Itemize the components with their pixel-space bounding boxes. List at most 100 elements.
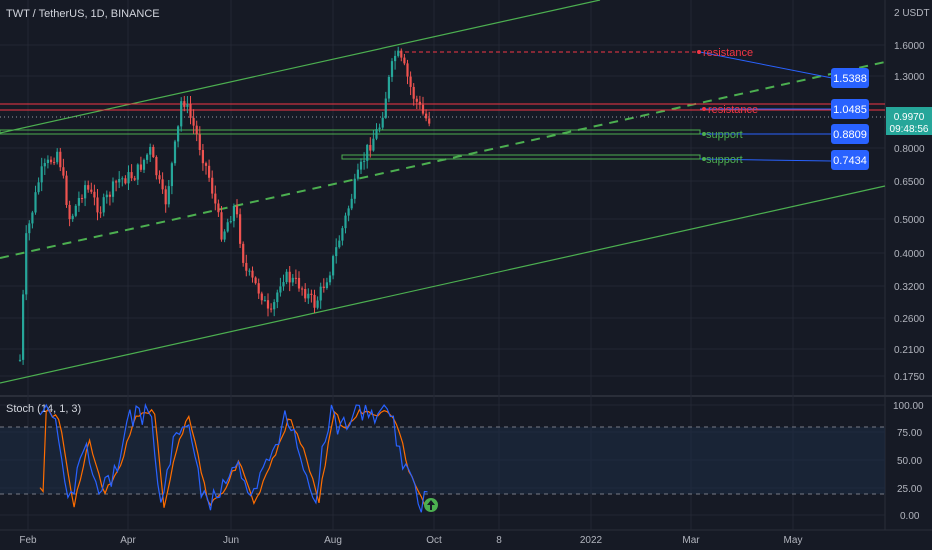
candle-body bbox=[328, 275, 332, 283]
candle-body bbox=[74, 205, 77, 216]
candle-body bbox=[93, 191, 96, 198]
tag-support-1: 0.8809 bbox=[833, 129, 867, 141]
resistance-label-1: resistance bbox=[703, 47, 753, 59]
candle-body bbox=[291, 277, 294, 283]
candle-body bbox=[65, 175, 68, 205]
candle-body bbox=[130, 172, 133, 179]
candle-body bbox=[161, 179, 164, 190]
svg-text:0.2600: 0.2600 bbox=[894, 314, 925, 325]
candle-body bbox=[384, 98, 387, 118]
currency-label: 2 USDT bbox=[894, 8, 930, 19]
symbol-header: TWT / TetherUS, 1D, BINANCE bbox=[6, 8, 160, 20]
candle-body bbox=[409, 76, 412, 87]
candle-body bbox=[415, 98, 418, 102]
svg-text:0.1750: 0.1750 bbox=[894, 372, 925, 383]
candle-body bbox=[239, 214, 242, 244]
tag-support-2: 0.7434 bbox=[833, 155, 867, 167]
tag-resistance-1: 1.5388 bbox=[833, 73, 867, 85]
candlestick-series[interactable] bbox=[18, 46, 431, 365]
candle-body bbox=[53, 162, 56, 164]
candle-body bbox=[279, 286, 282, 293]
candle-body bbox=[251, 270, 254, 278]
channel-upper-line[interactable] bbox=[0, 0, 601, 134]
candle-body bbox=[359, 161, 363, 170]
svg-text:0.00: 0.00 bbox=[900, 511, 920, 522]
candle-body bbox=[273, 302, 276, 310]
svg-text:25.00: 25.00 bbox=[897, 484, 922, 495]
candle-body bbox=[276, 292, 279, 303]
svg-text:0.9970: 0.9970 bbox=[894, 112, 925, 123]
svg-text:100.00: 100.00 bbox=[893, 401, 924, 412]
svg-text:Oct: Oct bbox=[426, 535, 442, 546]
candle-body bbox=[341, 228, 344, 241]
svg-text:2022: 2022 bbox=[580, 535, 603, 546]
support-zone-lower[interactable] bbox=[341, 154, 701, 160]
candle-body bbox=[369, 144, 372, 151]
candle-body bbox=[28, 223, 31, 234]
candle-body bbox=[108, 194, 111, 197]
candle-body bbox=[217, 203, 220, 213]
candle-body bbox=[121, 178, 124, 180]
candle-body bbox=[226, 222, 229, 232]
candle-body bbox=[378, 127, 381, 130]
up-arrow-circle-icon bbox=[424, 498, 438, 512]
candle-body bbox=[167, 186, 170, 205]
candle-body bbox=[173, 141, 177, 164]
candle-body bbox=[307, 293, 310, 299]
candle-body bbox=[102, 197, 105, 213]
candle-body bbox=[208, 165, 211, 178]
support-label-1: support bbox=[706, 129, 743, 141]
candle-body bbox=[84, 185, 87, 199]
svg-text:50.00: 50.00 bbox=[897, 456, 922, 467]
channel-midline[interactable] bbox=[0, 61, 886, 259]
candle-body bbox=[294, 277, 297, 279]
candle-body bbox=[229, 221, 232, 223]
candle-body bbox=[248, 270, 251, 272]
svg-text:0.6500: 0.6500 bbox=[894, 177, 925, 188]
candle-body bbox=[155, 157, 158, 176]
price-axis[interactable]: 2 USDT 1.6000 1.3000 0.8000 0.6500 0.500… bbox=[894, 8, 930, 383]
candle-body bbox=[68, 204, 71, 220]
candle-body bbox=[313, 294, 316, 308]
candle-body bbox=[406, 63, 409, 77]
candle-body bbox=[43, 163, 46, 167]
support-zone-upper[interactable] bbox=[0, 129, 701, 135]
channel-lower-line[interactable] bbox=[0, 185, 886, 384]
svg-text:Mar: Mar bbox=[682, 535, 700, 546]
candle-body bbox=[235, 205, 239, 215]
candle-body bbox=[394, 55, 397, 62]
candle-body bbox=[356, 169, 359, 179]
candle-body bbox=[71, 215, 74, 220]
candle-body bbox=[353, 178, 356, 199]
level-label-group: resistance resistance support support bbox=[697, 47, 758, 166]
candle-body bbox=[37, 182, 40, 193]
support-label-2: support bbox=[706, 154, 743, 166]
candle-body bbox=[133, 178, 136, 180]
resistance-label-2: resistance bbox=[708, 104, 758, 116]
candle-body bbox=[381, 117, 384, 128]
candle-body bbox=[428, 118, 431, 124]
candle-body bbox=[366, 144, 369, 161]
candle-body bbox=[59, 151, 62, 168]
candle-body bbox=[390, 61, 394, 77]
candle-body bbox=[183, 101, 186, 107]
price-tags[interactable]: 1.5388 1.0485 0.8809 0.7434 bbox=[831, 68, 869, 170]
time-axis[interactable]: Feb Apr Jun Aug Oct 8 2022 Mar May bbox=[19, 535, 802, 546]
candle-body bbox=[397, 50, 400, 56]
candle-body bbox=[403, 57, 406, 64]
candle-body bbox=[310, 293, 313, 295]
svg-text:1.6000: 1.6000 bbox=[894, 41, 925, 52]
candle-body bbox=[149, 146, 152, 155]
stoch-d-line[interactable] bbox=[39, 408, 428, 508]
candle-body bbox=[204, 163, 208, 166]
stoch-k-line[interactable] bbox=[39, 402, 428, 513]
candle-body bbox=[152, 146, 155, 158]
candle-body bbox=[46, 159, 49, 164]
svg-text:8: 8 bbox=[496, 535, 502, 546]
svg-text:1.3000: 1.3000 bbox=[894, 72, 925, 83]
candle-body bbox=[245, 262, 248, 271]
candle-body bbox=[25, 233, 28, 295]
candle-body bbox=[214, 193, 217, 204]
price-pane[interactable] bbox=[0, 0, 885, 395]
